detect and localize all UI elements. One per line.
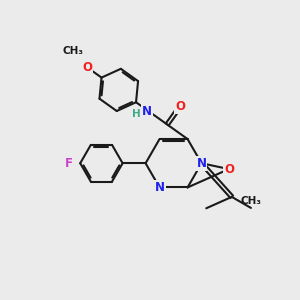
Text: CH₃: CH₃ [62,46,83,56]
Text: O: O [224,163,234,176]
Text: O: O [175,100,185,113]
Text: F: F [65,157,73,170]
Text: N: N [196,157,206,170]
Text: CH₃: CH₃ [240,196,261,206]
Text: N: N [142,105,152,118]
Text: H: H [132,109,140,119]
Text: O: O [82,61,92,74]
Text: N: N [154,181,165,194]
